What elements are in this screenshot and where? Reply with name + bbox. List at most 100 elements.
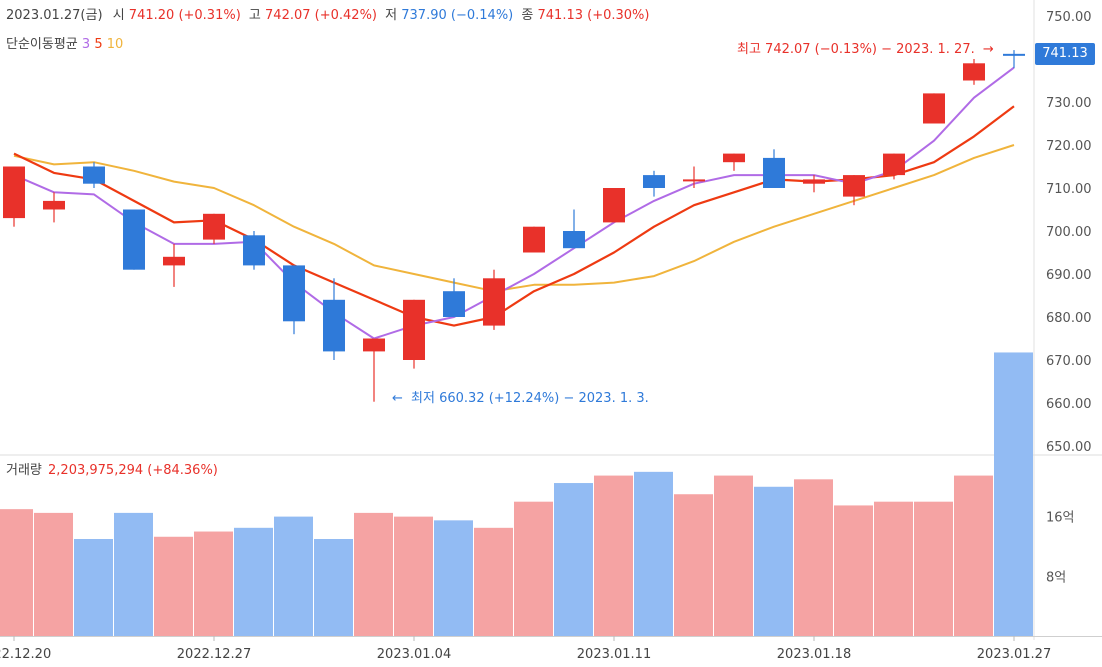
candle-body xyxy=(43,200,65,210)
volume-bar xyxy=(994,352,1033,636)
ma10-line xyxy=(13,144,1015,293)
open-label: 시 xyxy=(112,8,125,23)
x-tick-label: 2023.01.11 xyxy=(577,647,651,662)
candle-body xyxy=(443,291,465,317)
volume-bar xyxy=(554,483,593,636)
volume-bar xyxy=(314,539,353,636)
ma3-legend: 3 xyxy=(81,37,91,52)
last-price-value: 741.13 xyxy=(1042,46,1088,61)
low-label: 저 xyxy=(385,8,398,23)
volume-bar xyxy=(0,509,33,636)
ma-legend: 단순이동평균 3 5 10 xyxy=(6,37,123,53)
candle-body xyxy=(163,256,185,266)
candle-body xyxy=(643,175,665,188)
volume-bar xyxy=(114,512,153,636)
volume-bar xyxy=(234,527,273,636)
volume-legend-value: 2,203,975,294 (+84.36%) xyxy=(48,463,218,478)
candle-body xyxy=(123,209,145,270)
volume-bars xyxy=(0,352,1033,636)
x-tick-label: 2022.12.27 xyxy=(177,647,251,662)
candle-body xyxy=(83,166,105,184)
candle-body xyxy=(883,153,905,176)
candle-body xyxy=(763,157,785,188)
candle-body xyxy=(403,299,425,360)
volume-bar xyxy=(74,539,113,636)
candle-body xyxy=(723,153,745,163)
volume-bar xyxy=(34,512,73,636)
x-tick-label: 2023.01.18 xyxy=(777,647,851,662)
axes: 750.00740.00730.00720.00710.00700.00690.… xyxy=(0,10,1092,662)
low-annotation: ← 최저 660.32 (+12.24%) − 2023. 1. 3. xyxy=(392,391,649,407)
volume-bar xyxy=(194,531,233,636)
x-tick-label: 2023.01.04 xyxy=(377,647,451,662)
high-arrow-icon: → xyxy=(982,42,994,57)
price-tick-label: 680.00 xyxy=(1046,311,1092,326)
volume-bar xyxy=(954,475,993,636)
last-price-badge: 741.13 xyxy=(1035,43,1095,65)
volume-bar xyxy=(434,520,473,636)
high-annotation: 최고 742.07 (−0.13%) − 2023. 1. 27. → xyxy=(737,42,994,58)
volume-bar xyxy=(714,475,753,636)
candle-body xyxy=(843,175,865,197)
x-tick-label: 2022.12.20 xyxy=(0,647,51,662)
price-tick-label: 650.00 xyxy=(1046,440,1092,455)
price-tick-label: 690.00 xyxy=(1046,268,1092,283)
candle-body xyxy=(1003,53,1025,56)
candle-body xyxy=(323,299,345,352)
volume-legend-title: 거래량 xyxy=(6,463,42,478)
candle-body xyxy=(283,265,305,322)
volume-bar xyxy=(634,471,673,636)
low-annotation-text: 최저 660.32 (+12.24%) − 2023. 1. 3. xyxy=(411,391,649,406)
price-tick-label: 700.00 xyxy=(1046,225,1092,240)
moving-average-lines xyxy=(13,66,1015,340)
candle-body xyxy=(523,226,545,253)
volume-tick-label: 8억 xyxy=(1046,570,1066,585)
candle-body xyxy=(203,213,225,240)
low-arrow-icon: ← xyxy=(392,391,403,406)
close-change: (+0.30%) xyxy=(587,8,650,23)
ma-legend-title: 단순이동평균 xyxy=(6,37,78,52)
volume-bar xyxy=(474,527,513,636)
price-tick-label: 710.00 xyxy=(1046,182,1092,197)
volume-bar xyxy=(754,486,793,636)
volume-legend: 거래량 2,203,975,294 (+84.36%) xyxy=(6,463,218,479)
candle-body xyxy=(923,93,945,124)
volume-bar xyxy=(914,501,953,636)
close-label: 종 xyxy=(521,8,534,23)
ma5-legend: 5 xyxy=(94,37,103,52)
volume-bar xyxy=(274,516,313,636)
volume-bar xyxy=(354,512,393,636)
volume-bar xyxy=(674,494,713,636)
candle-body xyxy=(683,179,705,182)
price-tick-label: 730.00 xyxy=(1046,96,1092,111)
x-tick-label: 2023.01.27 xyxy=(977,647,1051,662)
volume-bar xyxy=(514,501,553,636)
candle-body xyxy=(803,179,825,184)
high-change: (+0.42%) xyxy=(314,8,378,23)
ma10-legend: 10 xyxy=(106,37,124,52)
candle-body xyxy=(563,231,585,249)
low-change: (−0.14%) xyxy=(450,8,514,23)
open-change: (+0.31%) xyxy=(178,8,241,23)
ma5-line xyxy=(13,105,1015,327)
volume-bar xyxy=(794,479,833,636)
header-date: 2023.01.27(금) xyxy=(6,8,103,23)
price-tick-label: 670.00 xyxy=(1046,354,1092,369)
volume-bar xyxy=(834,505,873,636)
price-tick-label: 720.00 xyxy=(1046,139,1092,154)
price-tick-label: 750.00 xyxy=(1046,10,1092,25)
volume-bar xyxy=(874,501,913,636)
candle-body xyxy=(3,166,25,219)
candle-body xyxy=(243,235,265,266)
high-label: 고 xyxy=(248,8,261,23)
volume-bar xyxy=(394,516,433,636)
candle-body xyxy=(363,338,385,352)
ma3-line xyxy=(13,66,1015,340)
close-value: 741.13 xyxy=(537,8,584,23)
candlesticks xyxy=(3,50,1025,402)
high-value: 742.07 xyxy=(265,8,311,23)
candle-body xyxy=(483,278,505,326)
volume-tick-label: 16억 xyxy=(1046,511,1075,526)
low-value: 737.90 xyxy=(401,8,447,23)
candle-body xyxy=(603,188,625,223)
